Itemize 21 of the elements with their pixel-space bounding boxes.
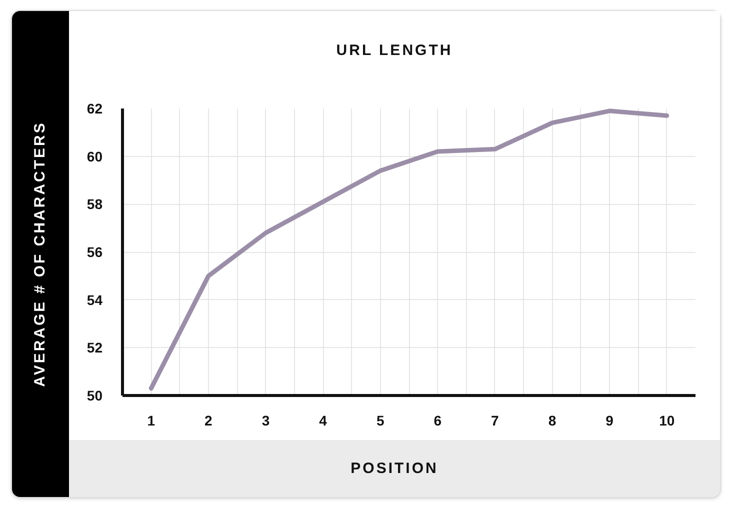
y-tick-label: 58 xyxy=(86,196,103,212)
x-tick-label: 10 xyxy=(659,412,675,428)
y-tick-label: 62 xyxy=(86,100,103,116)
x-tick-label: 3 xyxy=(262,412,270,428)
x-tick-label: 9 xyxy=(606,412,614,428)
x-tick-label: 2 xyxy=(204,412,213,428)
y-tick-label: 52 xyxy=(86,340,103,356)
y-tick-label: 60 xyxy=(86,148,103,164)
x-tick-label: 6 xyxy=(434,412,442,428)
x-tick-label: 8 xyxy=(548,412,556,428)
x-axis-title: POSITION xyxy=(69,440,720,497)
x-tick-label: 7 xyxy=(491,412,500,428)
y-tick-label: 50 xyxy=(86,388,103,404)
chart-title: URL LENGTH xyxy=(335,41,454,61)
line-series xyxy=(148,108,670,391)
x-tick-label: 1 xyxy=(147,412,156,428)
x-tick-label: 4 xyxy=(319,412,328,428)
x-tick-label: 5 xyxy=(376,412,384,428)
y-tick-label: 54 xyxy=(86,292,103,308)
y-tick-label: 56 xyxy=(86,244,103,260)
y-axis-title: AVERAGE # OF CHARACTERS xyxy=(30,121,50,387)
